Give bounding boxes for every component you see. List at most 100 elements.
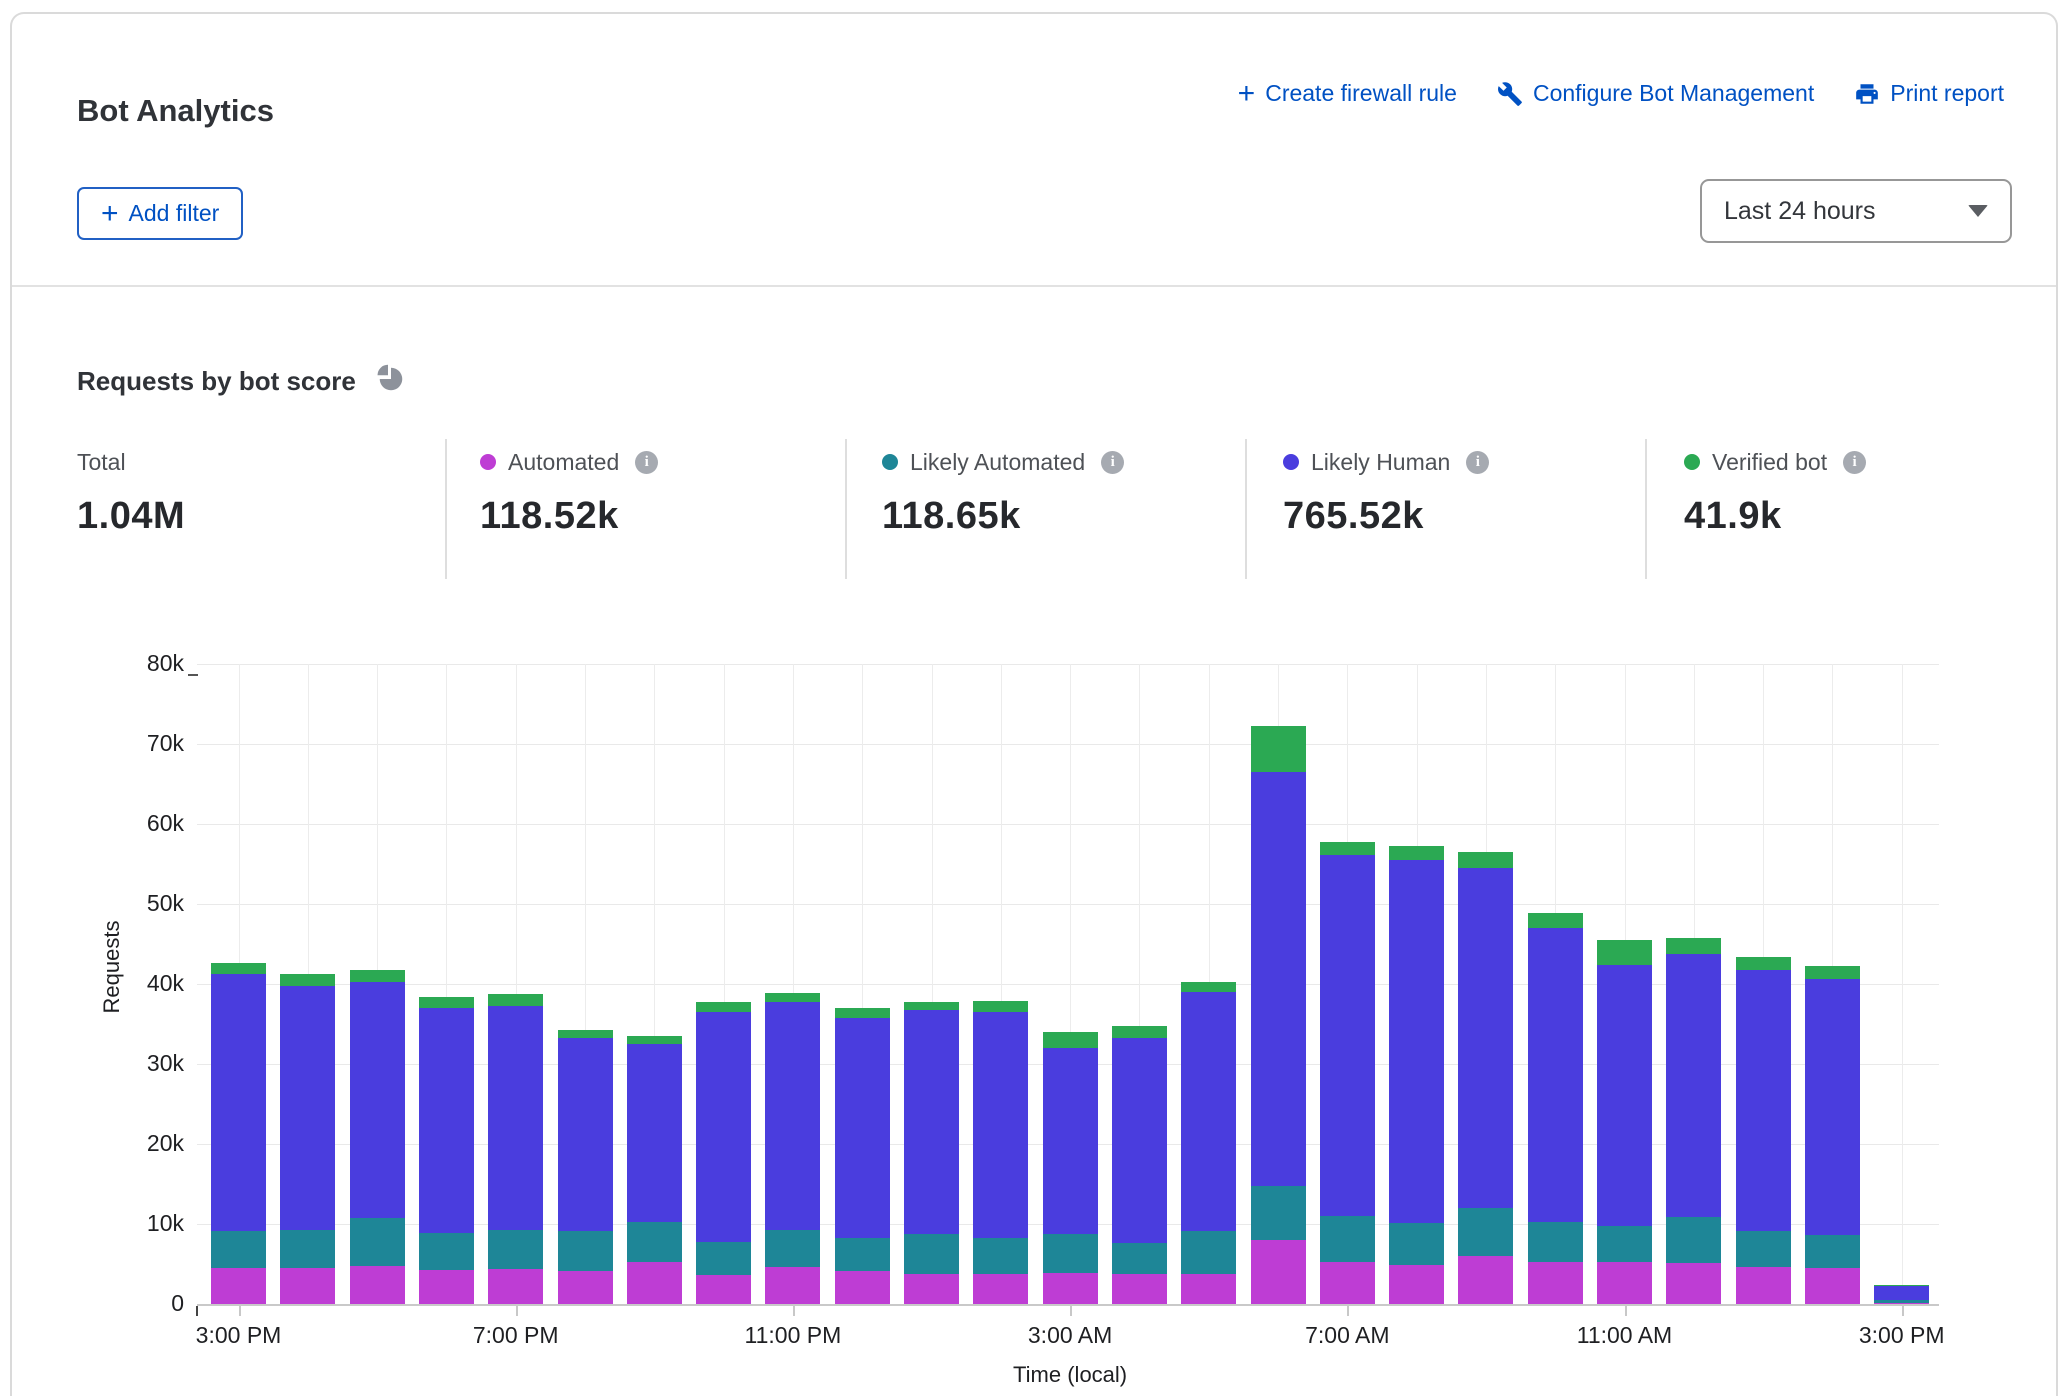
bar-segment-automated[interactable]: [904, 1274, 959, 1304]
bar-segment-verified-bot[interactable]: [1597, 940, 1652, 965]
bar-segment-automated[interactable]: [1043, 1273, 1098, 1304]
bar-segment-automated[interactable]: [1597, 1262, 1652, 1304]
bar-segment-likely-automated[interactable]: [973, 1238, 1028, 1273]
bar-segment-likely-human[interactable]: [1112, 1038, 1167, 1243]
bar-segment-automated[interactable]: [1458, 1256, 1513, 1304]
bar-segment-verified-bot[interactable]: [904, 1002, 959, 1011]
bar-segment-automated[interactable]: [835, 1271, 890, 1304]
info-icon[interactable]: i: [1101, 451, 1124, 474]
bar-segment-verified-bot[interactable]: [1666, 938, 1721, 953]
bar-segment-automated[interactable]: [558, 1271, 613, 1304]
bar-segment-likely-automated[interactable]: [1458, 1208, 1513, 1256]
bar-segment-likely-human[interactable]: [627, 1044, 682, 1222]
bar-segment-likely-automated[interactable]: [1666, 1217, 1721, 1263]
bar-segment-verified-bot[interactable]: [211, 963, 266, 973]
bar-segment-verified-bot[interactable]: [419, 997, 474, 1008]
bar-segment-likely-human[interactable]: [350, 982, 405, 1217]
bar-segment-likely-human[interactable]: [280, 986, 335, 1229]
bar-segment-verified-bot[interactable]: [350, 970, 405, 982]
bar-segment-likely-human[interactable]: [1389, 860, 1444, 1223]
bar-segment-automated[interactable]: [419, 1270, 474, 1304]
bar-segment-automated[interactable]: [1805, 1268, 1860, 1304]
bar-segment-automated[interactable]: [1736, 1267, 1791, 1304]
bar-segment-likely-automated[interactable]: [1181, 1231, 1236, 1273]
bar-segment-likely-human[interactable]: [1528, 928, 1583, 1222]
bar-segment-likely-human[interactable]: [558, 1038, 613, 1231]
bar-segment-likely-automated[interactable]: [904, 1234, 959, 1275]
bar-segment-likely-human[interactable]: [1666, 954, 1721, 1217]
bar-segment-automated[interactable]: [627, 1262, 682, 1304]
bar-segment-automated[interactable]: [765, 1267, 820, 1304]
bar-segment-likely-human[interactable]: [1043, 1048, 1098, 1234]
bar-segment-verified-bot[interactable]: [1389, 846, 1444, 860]
bar-segment-likely-human[interactable]: [1597, 965, 1652, 1226]
add-filter-button[interactable]: + Add filter: [77, 187, 243, 240]
bar-segment-verified-bot[interactable]: [558, 1030, 613, 1039]
bar-segment-likely-human[interactable]: [1874, 1286, 1929, 1300]
bar-segment-likely-automated[interactable]: [835, 1238, 890, 1272]
bar-segment-automated[interactable]: [973, 1274, 1028, 1304]
bar-segment-likely-automated[interactable]: [1389, 1223, 1444, 1265]
bar-segment-likely-automated[interactable]: [1251, 1186, 1306, 1240]
bar-segment-likely-automated[interactable]: [1043, 1234, 1098, 1273]
bar-segment-likely-human[interactable]: [765, 1002, 820, 1229]
bar-segment-likely-automated[interactable]: [280, 1230, 335, 1268]
bar-segment-verified-bot[interactable]: [973, 1001, 1028, 1012]
bar-segment-verified-bot[interactable]: [627, 1036, 682, 1044]
bar-segment-verified-bot[interactable]: [1528, 913, 1583, 928]
bar-segment-verified-bot[interactable]: [1458, 852, 1513, 868]
bar-segment-likely-human[interactable]: [1736, 970, 1791, 1232]
bar-segment-likely-automated[interactable]: [1597, 1226, 1652, 1263]
bar-segment-likely-automated[interactable]: [1112, 1243, 1167, 1274]
bar-segment-verified-bot[interactable]: [280, 974, 335, 986]
info-icon[interactable]: i: [635, 451, 658, 474]
bar-segment-automated[interactable]: [280, 1268, 335, 1304]
bar-segment-automated[interactable]: [1251, 1240, 1306, 1304]
bar-segment-verified-bot[interactable]: [1112, 1026, 1167, 1038]
bar-segment-verified-bot[interactable]: [696, 1002, 751, 1012]
bar-segment-likely-automated[interactable]: [1320, 1216, 1375, 1262]
bar-segment-likely-human[interactable]: [488, 1006, 543, 1231]
bar-segment-automated[interactable]: [1320, 1262, 1375, 1304]
bar-segment-likely-automated[interactable]: [350, 1218, 405, 1266]
configure-bot-management-link[interactable]: Configure Bot Management: [1497, 80, 1814, 107]
bar-segment-likely-human[interactable]: [904, 1010, 959, 1233]
bar-segment-likely-human[interactable]: [696, 1012, 751, 1242]
bar-segment-verified-bot[interactable]: [1736, 957, 1791, 970]
bar-segment-likely-human[interactable]: [419, 1008, 474, 1233]
bar-segment-automated[interactable]: [1389, 1265, 1444, 1304]
bar-segment-verified-bot[interactable]: [1181, 982, 1236, 992]
bar-segment-likely-automated[interactable]: [696, 1242, 751, 1275]
bar-segment-likely-human[interactable]: [1320, 855, 1375, 1216]
bar-segment-automated[interactable]: [1528, 1262, 1583, 1304]
bar-segment-automated[interactable]: [350, 1266, 405, 1304]
create-firewall-rule-link[interactable]: + Create firewall rule: [1238, 80, 1457, 107]
bar-segment-likely-automated[interactable]: [558, 1231, 613, 1271]
bar-segment-automated[interactable]: [1666, 1263, 1721, 1304]
bar-segment-likely-human[interactable]: [1805, 979, 1860, 1235]
bar-segment-likely-human[interactable]: [973, 1012, 1028, 1238]
bar-segment-likely-human[interactable]: [211, 974, 266, 1232]
bar-segment-automated[interactable]: [696, 1275, 751, 1304]
bar-segment-likely-human[interactable]: [835, 1018, 890, 1238]
bar-segment-likely-automated[interactable]: [627, 1222, 682, 1263]
print-report-link[interactable]: Print report: [1854, 80, 2004, 107]
bar-segment-likely-human[interactable]: [1251, 772, 1306, 1186]
bar-segment-likely-automated[interactable]: [1805, 1235, 1860, 1268]
bar-segment-automated[interactable]: [1874, 1303, 1929, 1304]
bar-segment-verified-bot[interactable]: [488, 994, 543, 1005]
bar-segment-automated[interactable]: [488, 1269, 543, 1304]
time-range-dropdown[interactable]: Last 24 hours: [1700, 179, 2012, 243]
bar-segment-automated[interactable]: [1181, 1274, 1236, 1304]
info-icon[interactable]: i: [1466, 451, 1489, 474]
bar-segment-verified-bot[interactable]: [1320, 842, 1375, 856]
bar-segment-verified-bot[interactable]: [1251, 726, 1306, 772]
bar-segment-likely-automated[interactable]: [488, 1230, 543, 1268]
bar-segment-automated[interactable]: [1112, 1274, 1167, 1304]
bar-segment-verified-bot[interactable]: [765, 993, 820, 1003]
bar-segment-likely-automated[interactable]: [419, 1233, 474, 1271]
bar-segment-likely-human[interactable]: [1181, 992, 1236, 1231]
bar-segment-likely-automated[interactable]: [1736, 1231, 1791, 1267]
bar-segment-likely-automated[interactable]: [1528, 1222, 1583, 1262]
bar-segment-verified-bot[interactable]: [1805, 966, 1860, 980]
